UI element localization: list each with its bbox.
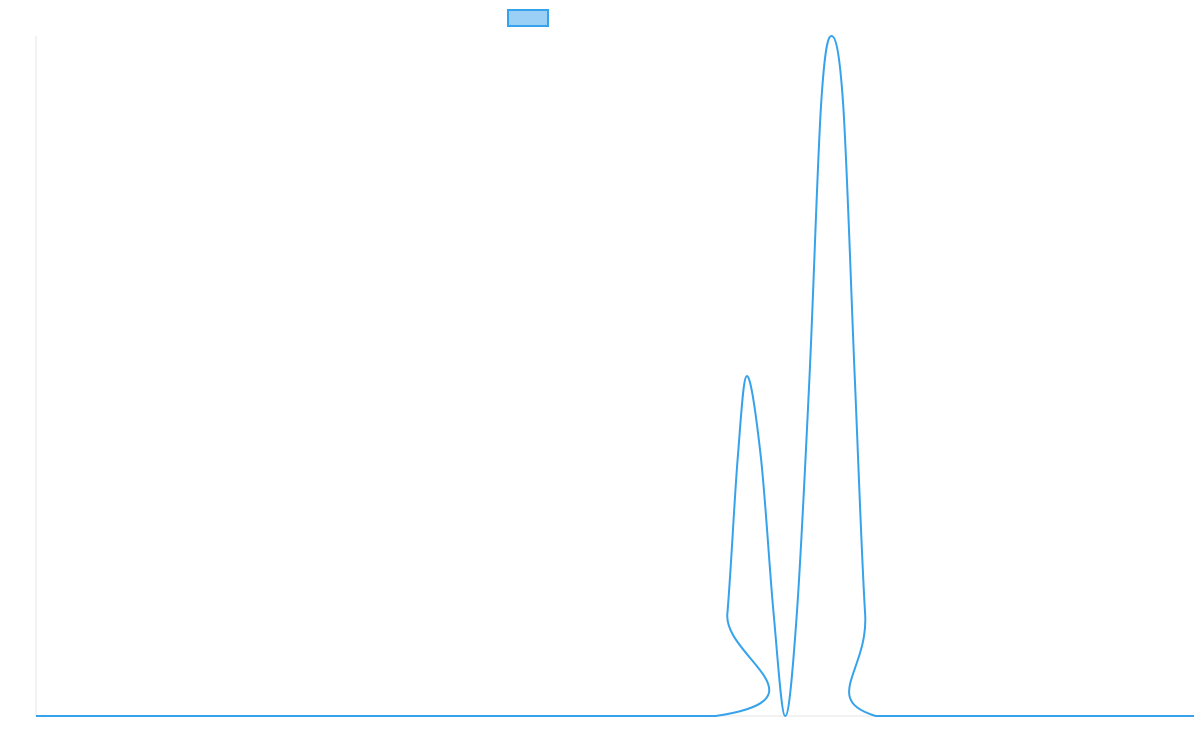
data-point[interactable] bbox=[758, 455, 764, 461]
data-point[interactable] bbox=[852, 373, 858, 379]
data-point[interactable] bbox=[744, 373, 750, 379]
data-point[interactable] bbox=[724, 611, 730, 617]
legend-swatch[interactable] bbox=[507, 9, 549, 27]
data-point[interactable] bbox=[782, 713, 788, 719]
data-point[interactable] bbox=[840, 101, 846, 107]
data-point[interactable] bbox=[829, 33, 835, 39]
data-point[interactable] bbox=[713, 713, 719, 719]
data-point[interactable] bbox=[33, 713, 39, 719]
data-point[interactable] bbox=[771, 611, 777, 617]
data-point[interactable] bbox=[1191, 713, 1197, 719]
legend[interactable] bbox=[507, 9, 549, 27]
data-point[interactable] bbox=[818, 101, 824, 107]
series-layer bbox=[33, 33, 1197, 719]
data-point[interactable] bbox=[807, 373, 813, 379]
data-point[interactable] bbox=[735, 455, 741, 461]
data-point[interactable] bbox=[794, 611, 800, 617]
series-line-0 bbox=[36, 35, 1194, 718]
data-point[interactable] bbox=[862, 611, 868, 617]
axes bbox=[35, 36, 1194, 717]
data-point[interactable] bbox=[873, 713, 879, 719]
